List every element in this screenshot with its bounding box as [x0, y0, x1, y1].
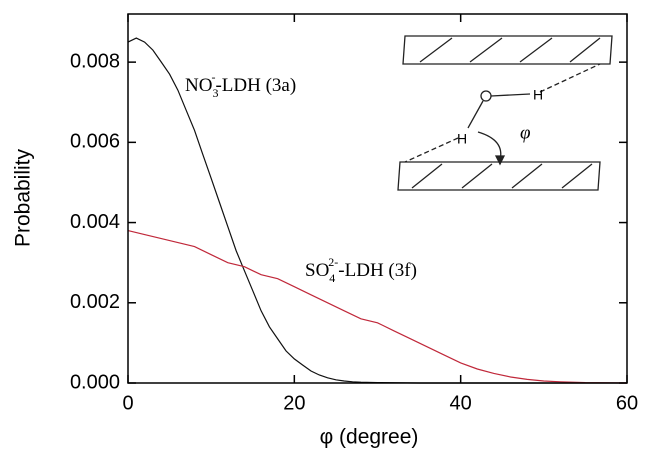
y-tick-label: 0.006: [70, 131, 120, 153]
x-tick-label: 0: [122, 392, 133, 414]
series-label-part: 4: [329, 271, 335, 285]
series-label-part: 3: [212, 86, 218, 100]
inset-diagram: [397, 35, 613, 191]
series-label-part: -LDH (3f): [338, 260, 417, 281]
series-label-part: -LDH (3a): [215, 75, 296, 96]
y-tick-label: 0.002: [70, 291, 120, 313]
y-axis-title: Probability: [12, 148, 35, 247]
series-label-part: SO: [305, 260, 329, 281]
inset-angle: φ: [520, 122, 531, 143]
plot-frame: [127, 13, 628, 384]
x-axis-title: φ (degree): [320, 426, 419, 449]
series-line: [127, 37, 627, 384]
series-label-part: NO: [185, 75, 212, 96]
y-tick-label: 0.008: [70, 50, 120, 72]
x-tick-label: 20: [283, 392, 305, 414]
y-tick-label: 0.004: [70, 211, 120, 233]
x-tick-label: 40: [450, 392, 472, 414]
series-label: NO3 --LDH (3a): [185, 70, 296, 100]
series-label-part: 2-: [328, 255, 338, 269]
inset-label: H: [457, 131, 467, 147]
series-line: [127, 230, 628, 384]
inset-label: H: [533, 87, 543, 103]
y-tick-label: 0.000: [70, 371, 120, 393]
series-label: SO4 2--LDH (3f): [305, 255, 417, 285]
x-tick-label: 60: [616, 392, 638, 414]
series-label-part: -: [211, 70, 215, 84]
